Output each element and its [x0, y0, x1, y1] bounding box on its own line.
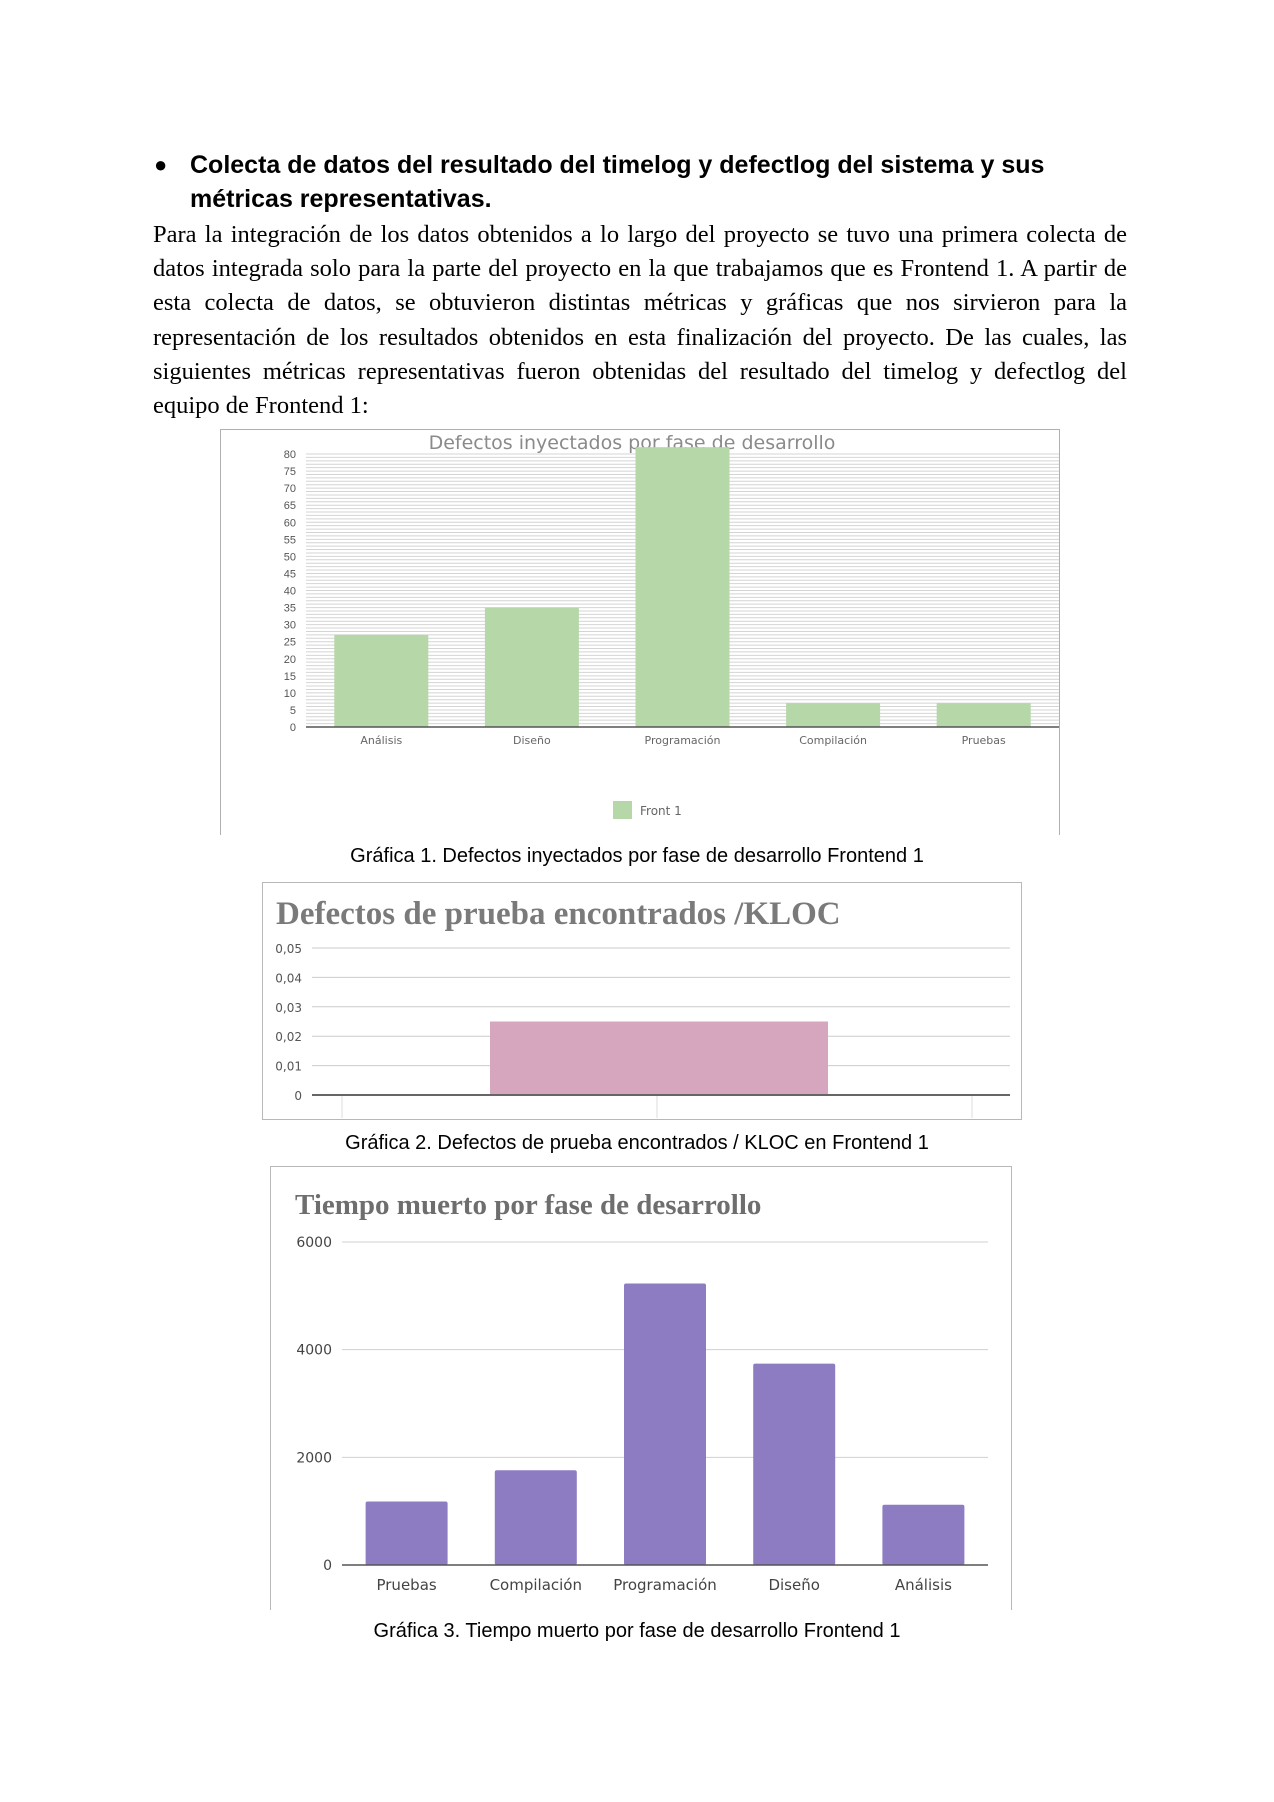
x-tick-label: Diseño — [513, 734, 551, 747]
y-tick-label: 0 — [323, 1558, 332, 1574]
y-tick-label: 10 — [284, 688, 296, 700]
chart-title: Defectos de prueba encontrados /KLOC — [276, 896, 841, 932]
x-tick-label: Análisis — [895, 1576, 952, 1594]
bar — [334, 634, 429, 727]
chart-1-svg: 0 5 10 15 20 25 30 35 40 45 50 55 60 65 70 75 80 Defectos… — [220, 429, 1060, 835]
y-tick-label: 0,05 — [275, 942, 302, 956]
x-tick-label: Programación — [645, 734, 721, 747]
bar — [490, 1021, 828, 1095]
x-tick-label: Análisis — [360, 734, 402, 747]
y-tick-label: 0 — [290, 722, 296, 734]
bar — [936, 703, 1031, 727]
y-tick-label: 65 — [284, 500, 296, 512]
y-tick-label: 20 — [284, 654, 296, 666]
chart-2-svg: Defectos de prueba encontrados /KLOC 0 0,0… — [262, 882, 1022, 1120]
bar — [484, 607, 579, 727]
y-tick-label: 30 — [284, 620, 296, 632]
caption-chart-1: Gráfica 1. Defectos inyectados por fase … — [350, 845, 924, 867]
y-tick-label: 75 — [284, 466, 296, 478]
y-tick-label: 55 — [284, 534, 296, 546]
bar — [365, 1501, 448, 1565]
caption-chart-2: Gráfica 2. Defectos de prueba encontrado… — [345, 1132, 929, 1154]
y-tick-label: 0,03 — [275, 1001, 302, 1015]
bar — [494, 1470, 577, 1565]
section-heading: ● Colecta de datos del resultado del tim… — [154, 148, 1150, 216]
y-tick-label: 0,01 — [275, 1060, 302, 1074]
y-tick-label: 80 — [284, 449, 296, 461]
bar — [882, 1504, 965, 1565]
bullet-icon: ● — [154, 152, 168, 177]
chart-title: Tiempo muerto por fase de desarrollo — [295, 1189, 761, 1221]
y-tick-label: 60 — [284, 517, 296, 529]
bar — [635, 447, 730, 727]
y-tick-label: 4000 — [296, 1343, 332, 1359]
section-heading-text: Colecta de datos del resultado del timel… — [190, 151, 1045, 213]
y-tick-label: 0,04 — [275, 971, 302, 985]
bar — [786, 703, 881, 727]
chart-3-svg: Tiempo muerto por fase de desarrollo 0 200… — [270, 1166, 1012, 1610]
y-tick-label: 25 — [284, 637, 296, 649]
x-tick-label: Compilación — [799, 734, 867, 747]
x-tick-label: Diseño — [768, 1576, 819, 1594]
x-tick-label: Pruebas — [962, 734, 1006, 747]
bar — [753, 1363, 836, 1565]
y-tick-label: 15 — [284, 671, 296, 683]
bar — [624, 1283, 706, 1565]
chart-defectos-inyectados: 0 5 10 15 20 25 30 35 40 45 50 55 60 65 70 75 80 Defectos… — [220, 429, 1060, 835]
chart-tiempo-muerto: Tiempo muerto por fase de desarrollo 0 200… — [270, 1166, 1012, 1610]
chart-3-frame — [270, 1166, 1012, 1610]
chart-defectos-kloc: Defectos de prueba encontrados /KLOC 0 0,0… — [262, 882, 1022, 1120]
y-tick-label: 45 — [284, 568, 296, 580]
x-tick-label: Programación — [613, 1576, 717, 1594]
x-tick-label: Compilación — [490, 1576, 582, 1594]
x-tick-label: Pruebas — [376, 1576, 436, 1594]
y-tick-label: 2000 — [296, 1450, 332, 1466]
chart-title: Defectos inyectados por fase de desarrol… — [429, 432, 836, 454]
legend-label: Front 1 — [640, 804, 682, 818]
y-tick-label: 0,02 — [275, 1030, 302, 1044]
y-tick-label: 6000 — [296, 1235, 332, 1251]
chart-1-frame — [220, 429, 1060, 835]
y-tick-label: 0 — [294, 1089, 302, 1103]
body-paragraph: Para la integración de los datos obtenid… — [153, 221, 1127, 420]
y-tick-label: 35 — [284, 603, 296, 615]
y-tick-label: 5 — [290, 705, 296, 717]
legend-swatch — [613, 801, 632, 819]
y-tick-label: 50 — [284, 551, 296, 563]
y-tick-label: 40 — [284, 586, 296, 598]
y-tick-label: 70 — [284, 483, 296, 495]
caption-chart-3: Gráfica 3. Tiempo muerto por fase de des… — [373, 1620, 901, 1642]
